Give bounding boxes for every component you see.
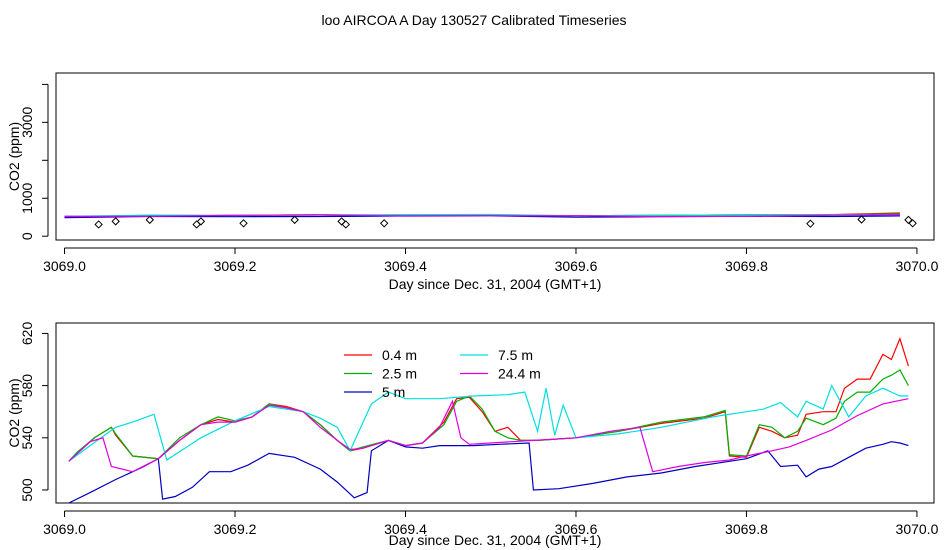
x-tick-label: 3069.6: [555, 521, 598, 537]
y-axis-label: CO2 (ppm): [6, 122, 22, 191]
series-line-0-4-m: [68, 336, 909, 462]
x-tick-label: 3069.8: [725, 521, 768, 537]
diamond-marker: [192, 220, 201, 229]
x-tick-label: 3069.0: [43, 521, 86, 537]
diamond-marker: [239, 219, 248, 228]
diamond-marker: [337, 217, 346, 226]
plot-frame: [55, 322, 935, 504]
diamond-marker: [904, 215, 913, 225]
figure-title: loo AIRCOA A Day 130527 Calibrated Times…: [321, 12, 626, 28]
y-tick-label: 540: [19, 426, 35, 450]
y-tick-label: 500: [19, 478, 35, 502]
diamond-marker: [111, 217, 120, 226]
diamond-marker: [379, 219, 389, 228]
series-line-5-m: [68, 439, 909, 504]
x-tick-label: 3069.0: [43, 258, 86, 274]
y-tick-label: 0: [19, 232, 35, 240]
x-tick-label: 3069.4: [384, 258, 427, 274]
series-line-24-4-m: [68, 398, 909, 473]
series-line-2-5-m: [68, 369, 909, 462]
x-axis-label: Day since Dec. 31, 2004 (GMT+1): [389, 276, 602, 292]
x-tick-label: 3070.0: [896, 521, 939, 537]
y-tick-label: 1000: [19, 182, 35, 213]
x-tick-label: 3069.4: [384, 521, 427, 537]
diamond-marker: [196, 217, 206, 226]
diamond-marker: [290, 215, 299, 225]
diamond-marker: [341, 220, 351, 229]
legend-label: 24.4 m: [498, 366, 541, 382]
diamond-marker: [145, 215, 154, 225]
series-line-7-5-m: [68, 384, 909, 462]
x-tick-label: 3069.6: [555, 258, 598, 274]
series-line-24-4-m: [64, 214, 900, 218]
overview-panel: 3069.0 3069.2 3069.4 3069.6 3069.8 3070.0 Day …: [6, 72, 939, 292]
plot-frame: [55, 72, 935, 241]
diamond-marker: [908, 219, 917, 228]
x-tick-label: 3069.2: [214, 521, 257, 537]
y-tick-label: 3000: [19, 107, 35, 138]
y-axis-label: CO2 (ppm): [6, 378, 22, 447]
diamond-marker: [857, 215, 866, 224]
diamond-marker: [94, 220, 103, 229]
y-tick-label: 620: [19, 322, 35, 346]
legend-label: 5 m: [382, 384, 405, 400]
x-tick-label: 3069.8: [725, 258, 768, 274]
detail-panel: 3069.0 3069.2 3069.4 3069.6 3069.8 3070.0 Day …: [6, 322, 939, 548]
x-tick-label: 3069.2: [214, 258, 257, 274]
legend-label: 7.5 m: [498, 347, 533, 363]
legend-label: 0.4 m: [382, 347, 417, 363]
y-tick-label: 580: [19, 374, 35, 398]
legend-label: 2.5 m: [382, 366, 417, 382]
x-axis-label: Day since Dec. 31, 2004 (GMT+1): [389, 532, 602, 548]
diamond-marker: [806, 219, 815, 228]
x-tick-label: 3070.0: [896, 258, 939, 274]
